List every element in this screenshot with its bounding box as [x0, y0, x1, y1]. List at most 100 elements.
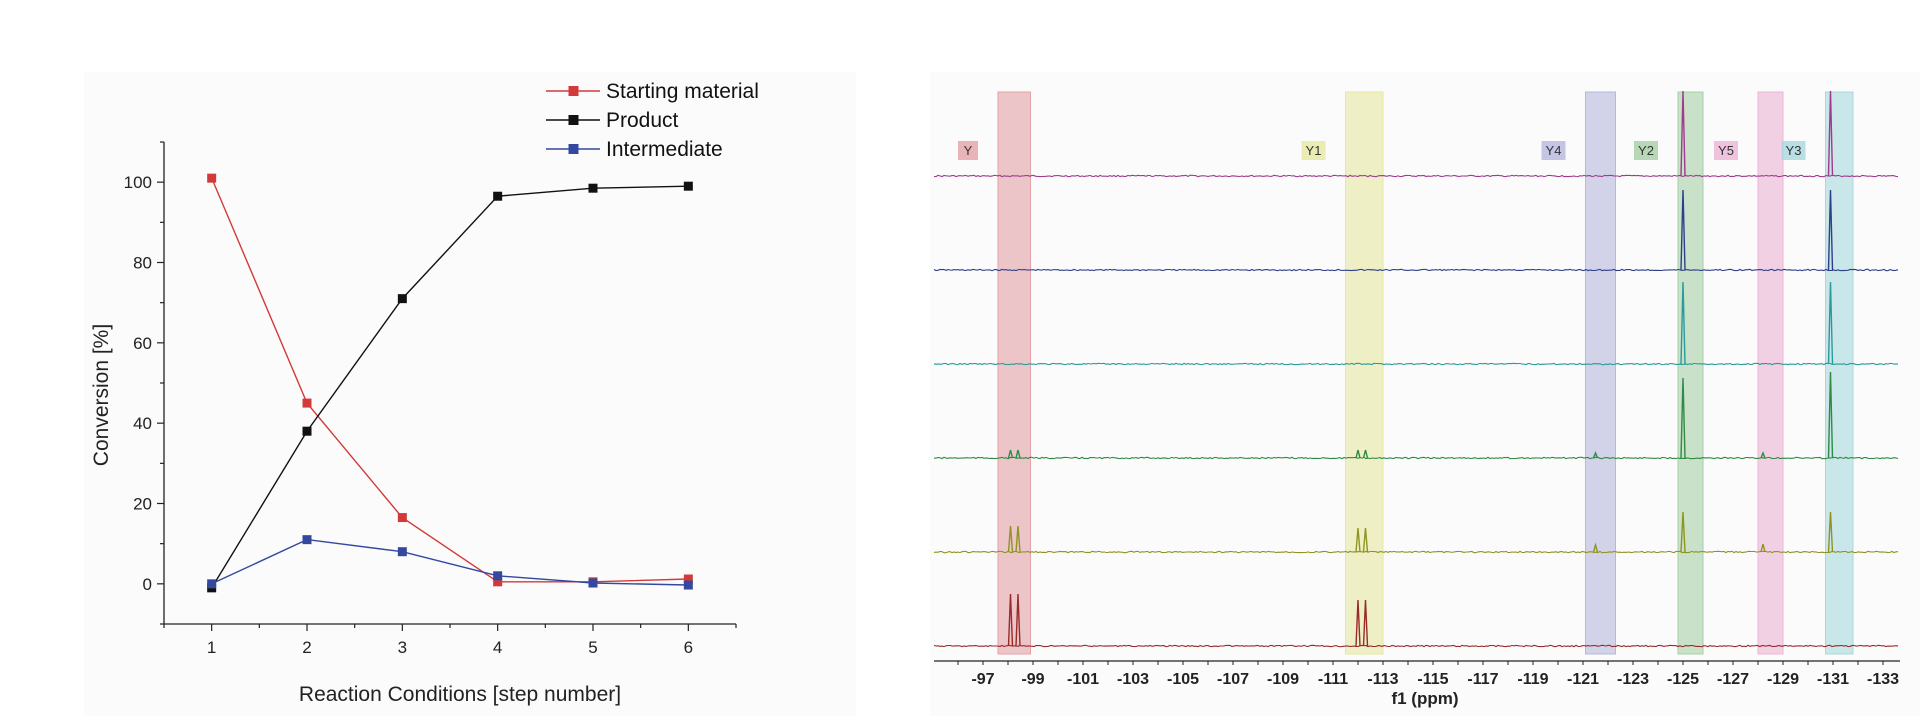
region-label-box	[958, 141, 978, 160]
region-label-box	[1541, 141, 1566, 160]
y-tick-label: 100	[124, 173, 152, 192]
region-label-box	[1301, 141, 1326, 160]
spectrum-peak	[1362, 449, 1369, 459]
legend-marker-2	[568, 144, 579, 154]
nmr-spectrum-chart: Y Y1 Y4 Y2 Y5 Y3 -97 -99 -101 -103 -105 -107 -109 -11…	[933, 90, 1900, 708]
spectrum-peak	[1362, 599, 1369, 647]
legend-label: Intermediate	[606, 138, 723, 161]
ppm-tick-label: -125	[1667, 671, 1699, 688]
data-point	[302, 426, 312, 436]
region-label: Y1	[1306, 143, 1322, 158]
spectrum-peak	[1760, 451, 1766, 459]
spectrum-trace-5	[933, 644, 1899, 648]
region-label: Y4	[1546, 143, 1562, 158]
x-tick-label: 5	[588, 638, 597, 657]
ppm-tick-label: -113	[1367, 671, 1398, 688]
spectrum-peak	[1760, 543, 1766, 553]
spectrum-trace-0	[933, 174, 1899, 178]
data-point	[397, 547, 407, 557]
data-point	[493, 571, 503, 581]
legend-marker-1	[568, 115, 579, 125]
ppm-tick-label: -107	[1217, 671, 1249, 688]
data-point	[683, 181, 693, 191]
series-line-1	[211, 185, 689, 589]
nmr-spectrum-panel: Y Y1 Y4 Y2 Y5 Y3 -97 -99 -101 -103 -105 -107 -109 -11…	[930, 72, 1920, 716]
spectrum-peak	[1680, 281, 1686, 365]
y-tick-label: 80	[133, 254, 152, 273]
region-label-box	[1781, 141, 1806, 160]
spectrum-trace-1	[933, 268, 1899, 272]
spectrum-peak	[1015, 593, 1021, 647]
spectrum-peak	[1680, 189, 1686, 271]
x-tick-label: 2	[302, 638, 311, 657]
ppm-tick-label: -123	[1617, 671, 1649, 688]
region-label-box	[1634, 141, 1658, 160]
spectrum-peak	[1827, 281, 1834, 365]
ppm-tick-label: -105	[1167, 671, 1199, 688]
data-point	[683, 574, 693, 584]
region-label: Y	[964, 143, 973, 158]
y-tick-label: 60	[133, 334, 152, 353]
ppm-tick-label: -117	[1467, 671, 1498, 688]
ppm-axis-title: f1 (ppm)	[1391, 689, 1458, 708]
ppm-tick-label: -131	[1817, 671, 1849, 688]
spectrum-peak	[1592, 451, 1599, 459]
region-label: Y5	[1718, 143, 1734, 158]
legend-label: Starting material	[606, 80, 759, 103]
ppm-tick-label: -103	[1117, 671, 1149, 688]
spectrum-trace-3	[933, 456, 1899, 460]
ppm-tick-label: -115	[1417, 671, 1448, 688]
y-tick-label: 40	[133, 414, 152, 433]
conversion-chart-panel: 0 20 40 60 80 100 1 2 3 4 5 6 Reaction Conditions [s…	[84, 72, 856, 716]
region-band	[1757, 91, 1784, 655]
spectrum-peak	[1827, 90, 1834, 177]
spectrum-peak	[1827, 511, 1834, 553]
data-point	[493, 191, 503, 201]
series-line-2	[211, 538, 689, 586]
ppm-tick-label: -119	[1517, 671, 1548, 688]
spectrum-peak	[1015, 525, 1021, 553]
data-point	[302, 398, 312, 408]
region-band	[1345, 91, 1384, 655]
spectrum-peak	[1827, 189, 1834, 271]
ppm-tick-label: -133	[1867, 671, 1899, 688]
y-tick-label: 0	[143, 575, 152, 594]
spectrum-peak	[1015, 449, 1021, 459]
region-band	[1585, 91, 1616, 655]
region-label-box	[1714, 141, 1738, 160]
data-point	[302, 535, 312, 545]
spectrum-peak	[1592, 542, 1599, 553]
data-point	[397, 294, 407, 304]
spectrum-peak	[1680, 90, 1686, 177]
spectrum-peak	[1355, 599, 1361, 647]
data-point	[493, 577, 503, 587]
y-axis-title: Conversion [%]	[90, 324, 113, 466]
region-label: Y3	[1786, 143, 1802, 158]
spectrum-trace-2	[933, 362, 1898, 366]
region-label: Y2	[1638, 143, 1654, 158]
data-point	[397, 513, 407, 523]
region-band	[1677, 91, 1704, 655]
spectrum-peak	[1680, 377, 1686, 459]
series-line-0	[211, 177, 689, 583]
region-band	[997, 91, 1031, 655]
spectrum-trace-4	[933, 550, 1899, 554]
data-point	[588, 578, 598, 588]
conversion-chart: 0 20 40 60 80 100 1 2 3 4 5 6 Reaction Conditions [s…	[90, 80, 759, 706]
ppm-tick-label: -101	[1067, 671, 1099, 688]
spectrum-peak	[1680, 511, 1686, 553]
x-tick-label: 4	[493, 638, 502, 657]
ppm-tick-label: -111	[1318, 671, 1348, 688]
legend-marker-0	[568, 86, 579, 96]
data-point	[207, 579, 217, 589]
legend-label: Product	[606, 109, 679, 132]
data-point	[588, 183, 598, 193]
x-tick-label: 3	[398, 638, 407, 657]
spectrum-peak	[1362, 527, 1369, 553]
y-tick-label: 20	[133, 495, 152, 514]
ppm-tick-label: -97	[971, 671, 994, 688]
spectrum-peak	[1007, 525, 1014, 553]
spectrum-peak	[1355, 449, 1361, 459]
ppm-tick-label: -99	[1021, 671, 1044, 688]
spectrum-peak	[1007, 593, 1014, 647]
